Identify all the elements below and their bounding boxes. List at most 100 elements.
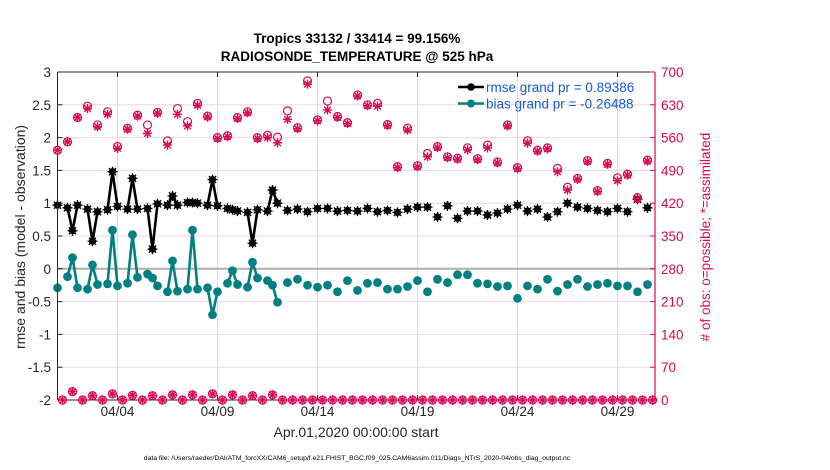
rmse-point-star [552, 206, 563, 217]
rmse-point [127, 173, 138, 184]
assimilated-marker [212, 133, 223, 144]
assimilated-marker [582, 156, 593, 167]
rmse-point [452, 213, 463, 224]
assimilated-marker [322, 105, 333, 115]
rmse-point-star [422, 202, 433, 213]
assimilated-marker [617, 395, 628, 405]
y-tick-label-right: 210 [661, 295, 684, 310]
bias-point [463, 270, 472, 280]
rmse-point-star [512, 200, 523, 211]
rmse-point [262, 206, 273, 217]
rmse-point [332, 206, 343, 217]
bias-point [223, 278, 232, 288]
assimilated-marker [232, 113, 243, 123]
assimilated-marker [407, 395, 418, 405]
rmse-point-star [127, 173, 138, 184]
rmse-point [512, 200, 523, 211]
x-tick-label: 04/29 [601, 404, 635, 419]
rmse-point [302, 206, 313, 217]
rmse-point [402, 204, 413, 215]
rmse-point-star [92, 206, 103, 217]
bias-point [573, 274, 582, 284]
y-tick-label-right: 420 [661, 196, 684, 211]
bias-point [453, 270, 462, 280]
rmse-point-star [227, 204, 238, 215]
y-tick-label-left: -2 [39, 393, 51, 408]
assimilated-marker [122, 124, 133, 134]
assimilated-marker [437, 395, 448, 405]
rmse-point-star [62, 202, 73, 213]
rmse-point-star [147, 244, 158, 255]
assimilated-marker [292, 124, 303, 134]
assimilated-marker [327, 395, 338, 405]
rmse-point [572, 202, 583, 213]
assimilated-marker [567, 395, 578, 405]
bias-point [403, 282, 412, 291]
bias-point [63, 272, 72, 282]
bias-point [93, 280, 102, 289]
rmse-point [562, 198, 573, 209]
assimilated-marker [57, 395, 68, 405]
assimilated-marker [547, 395, 558, 405]
assimilated-marker [97, 395, 108, 405]
assimilated-marker [402, 125, 413, 135]
rmse-point [202, 200, 213, 211]
assimilated-marker [477, 395, 488, 405]
rmse-point-star [402, 204, 413, 215]
assimilated-marker [462, 145, 473, 155]
rmse-point-star [502, 204, 513, 215]
y-tick-label-left: 2.5 [32, 98, 51, 113]
assimilated-marker [312, 116, 323, 126]
y-tick-label-right: 280 [661, 262, 684, 277]
rmse-point [232, 206, 243, 217]
assimilated-marker [137, 395, 148, 405]
bias-point [293, 274, 302, 284]
bias-point [303, 280, 312, 290]
rmse-point [472, 206, 483, 217]
bias-point [228, 266, 237, 276]
assimilated-marker [282, 114, 293, 124]
x-tick-label: 04/09 [201, 404, 235, 419]
assimilated-marker [207, 389, 218, 399]
assimilated-marker [467, 395, 478, 405]
bias-point [543, 274, 552, 284]
rmse-point-star [492, 208, 503, 219]
bias-point [168, 256, 177, 266]
assimilated-marker [72, 112, 83, 123]
y-tick-label-right: 140 [661, 327, 684, 342]
y-tick-label-left: 0.5 [32, 229, 51, 244]
bias-point [353, 286, 362, 295]
rmse-point-star [372, 206, 383, 217]
rmse-point-star [187, 197, 198, 208]
assimilated-marker [367, 395, 378, 405]
rmse-point-star [332, 206, 343, 217]
rmse-point-star [107, 166, 118, 177]
possible-marker [322, 96, 333, 106]
legend-rmse-marker-icon [467, 83, 475, 91]
assimilated-marker [642, 156, 653, 166]
rmse-point [107, 166, 118, 177]
bias-point [603, 278, 612, 288]
assimilated-marker [622, 170, 633, 180]
x-axis-label: Apr.01,2020 00:00:00 start [273, 424, 438, 440]
assimilated-marker [442, 153, 453, 163]
assimilated-marker [432, 142, 443, 153]
assimilated-marker [392, 162, 403, 173]
rmse-point-star [482, 210, 493, 221]
rmse-point [207, 174, 218, 185]
bias-point [503, 281, 512, 291]
rmse-point-star [247, 238, 258, 249]
legend-entry-rmse: rmse grand pr = 0.89386 [458, 80, 634, 95]
bias-point [73, 283, 82, 293]
rmse-point [352, 206, 363, 217]
assimilated-marker [287, 395, 298, 405]
bias-point [643, 280, 652, 289]
rmse-point [212, 200, 223, 211]
rmse-point-star [382, 205, 393, 216]
bias-point [208, 310, 217, 320]
assimilated-marker [187, 390, 198, 400]
assimilated-marker [457, 395, 468, 405]
assimilated-marker [297, 395, 308, 405]
grid [57, 72, 655, 400]
bias-point [153, 281, 162, 291]
